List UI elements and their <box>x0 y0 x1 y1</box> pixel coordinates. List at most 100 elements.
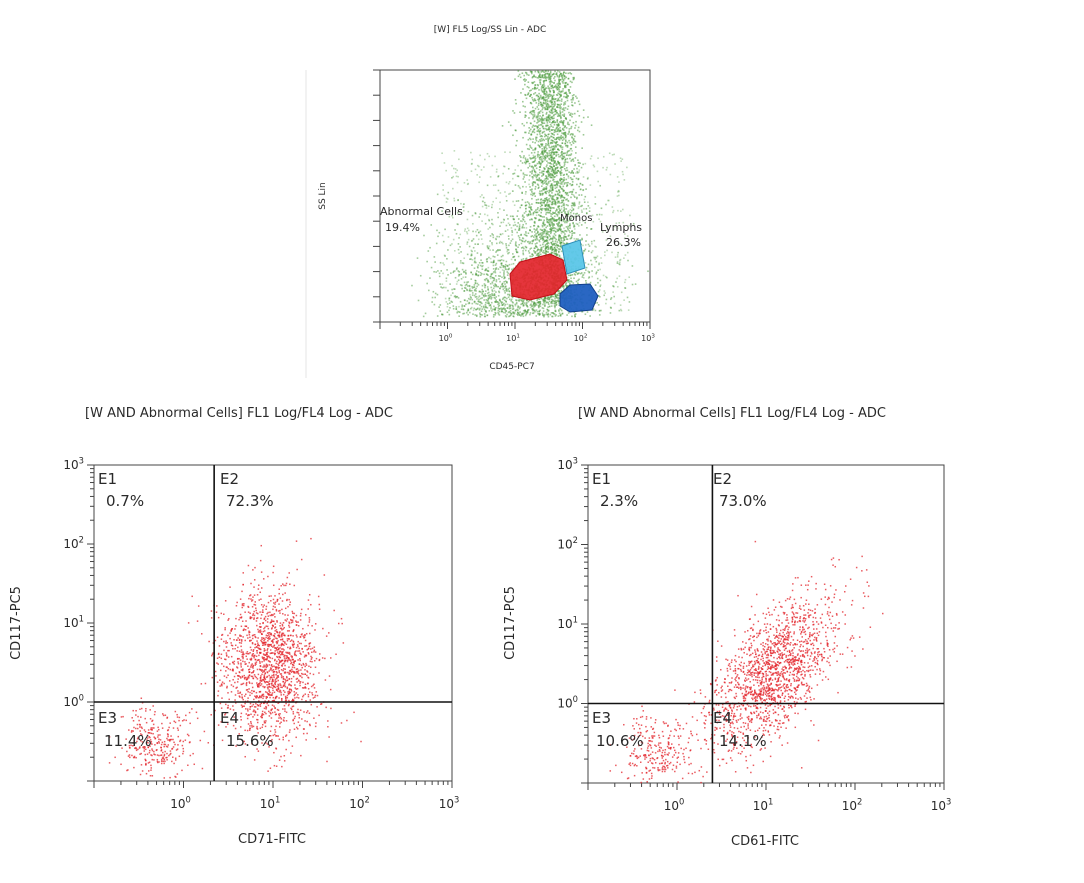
event-dot <box>568 90 570 93</box>
event-dot <box>555 137 558 139</box>
event-dot <box>539 139 541 141</box>
event-dot <box>587 116 589 118</box>
event-dot <box>561 148 564 151</box>
event-dot <box>585 188 587 190</box>
event-dot <box>511 215 514 218</box>
event-dot <box>508 180 511 183</box>
event-dot <box>486 300 489 302</box>
event-dot <box>555 301 557 304</box>
event-dot <box>573 140 576 142</box>
event-dot <box>578 103 581 106</box>
event-dot <box>602 155 605 158</box>
event-dot <box>563 208 566 210</box>
event-dot <box>554 130 557 133</box>
event-dot <box>550 153 553 155</box>
event-dot <box>550 110 553 112</box>
event-dot <box>539 140 542 143</box>
event-dot <box>566 210 569 213</box>
event-dot <box>548 144 550 147</box>
event-dot <box>545 87 548 89</box>
event-dot <box>498 302 500 304</box>
event-dot <box>560 134 563 137</box>
event-dot <box>547 199 549 201</box>
event-dot <box>486 260 488 263</box>
event-dot <box>559 110 561 112</box>
event-dot <box>560 178 563 180</box>
event-dot <box>460 251 462 253</box>
event-dot <box>466 218 469 221</box>
event-dot <box>537 306 540 309</box>
event-dot <box>558 139 561 141</box>
gate-lymphs-label: Lymphs <box>600 221 642 234</box>
event-dot <box>571 193 573 195</box>
event-dot <box>447 191 450 194</box>
event-dot <box>527 308 530 311</box>
event-dot <box>567 200 570 203</box>
event-dot <box>606 249 608 252</box>
event-dot <box>582 189 585 191</box>
event-dot <box>518 73 521 76</box>
event-dot <box>498 310 501 313</box>
event-dot <box>562 204 565 206</box>
event-dot <box>569 157 571 160</box>
event-dot <box>537 184 540 186</box>
event-dot <box>589 184 592 186</box>
event-dot <box>528 132 530 134</box>
event-dot <box>597 295 600 297</box>
event-dot <box>536 179 539 181</box>
event-dot <box>563 242 566 245</box>
event-dot <box>502 266 505 269</box>
event-dot <box>481 288 484 291</box>
event-dot <box>519 299 521 301</box>
event-dot <box>246 688 249 691</box>
event-dot <box>498 249 501 251</box>
event-dot <box>556 294 559 296</box>
event-dot <box>535 302 537 305</box>
event-dot <box>491 272 494 275</box>
event-dot <box>550 85 552 88</box>
event-dot <box>541 148 544 150</box>
event-dot <box>591 270 593 272</box>
event-dot <box>497 189 500 192</box>
event-dot <box>564 134 566 136</box>
event-dot <box>482 290 484 293</box>
event-dot <box>527 214 530 216</box>
event-dot <box>503 275 505 277</box>
event-dot <box>529 158 532 160</box>
event-dot <box>514 184 517 186</box>
event-dot <box>479 264 482 267</box>
event-dot <box>563 77 566 80</box>
event-dot <box>555 314 557 316</box>
event-dot <box>533 228 536 230</box>
event-dot <box>443 162 446 164</box>
event-dot <box>568 139 570 142</box>
event-dot <box>538 233 541 236</box>
event-dot <box>490 286 493 289</box>
event-dot <box>502 221 505 224</box>
event-dot <box>485 268 488 270</box>
event-dot <box>554 129 556 132</box>
plot2-y-ticks <box>87 464 94 782</box>
event-dot <box>539 83 542 86</box>
event-dot <box>556 297 559 299</box>
event-dot <box>556 193 559 196</box>
event-dot <box>473 267 476 270</box>
event-dot <box>523 233 526 236</box>
event-dot <box>537 104 540 107</box>
event-dot <box>557 197 559 199</box>
event-dot <box>489 226 491 229</box>
event-dot <box>551 198 553 201</box>
event-dot <box>559 115 562 118</box>
event-dot <box>506 265 509 268</box>
event-dot <box>544 197 546 200</box>
event-dot <box>534 247 536 249</box>
event-dot <box>546 107 549 109</box>
event-dot <box>548 167 550 170</box>
event-dot <box>626 235 629 237</box>
event-dot <box>262 671 264 674</box>
event-dot <box>511 229 513 232</box>
event-dot <box>544 303 546 305</box>
event-dot <box>495 291 497 293</box>
event-dot <box>566 215 568 218</box>
event-dot <box>505 246 508 249</box>
